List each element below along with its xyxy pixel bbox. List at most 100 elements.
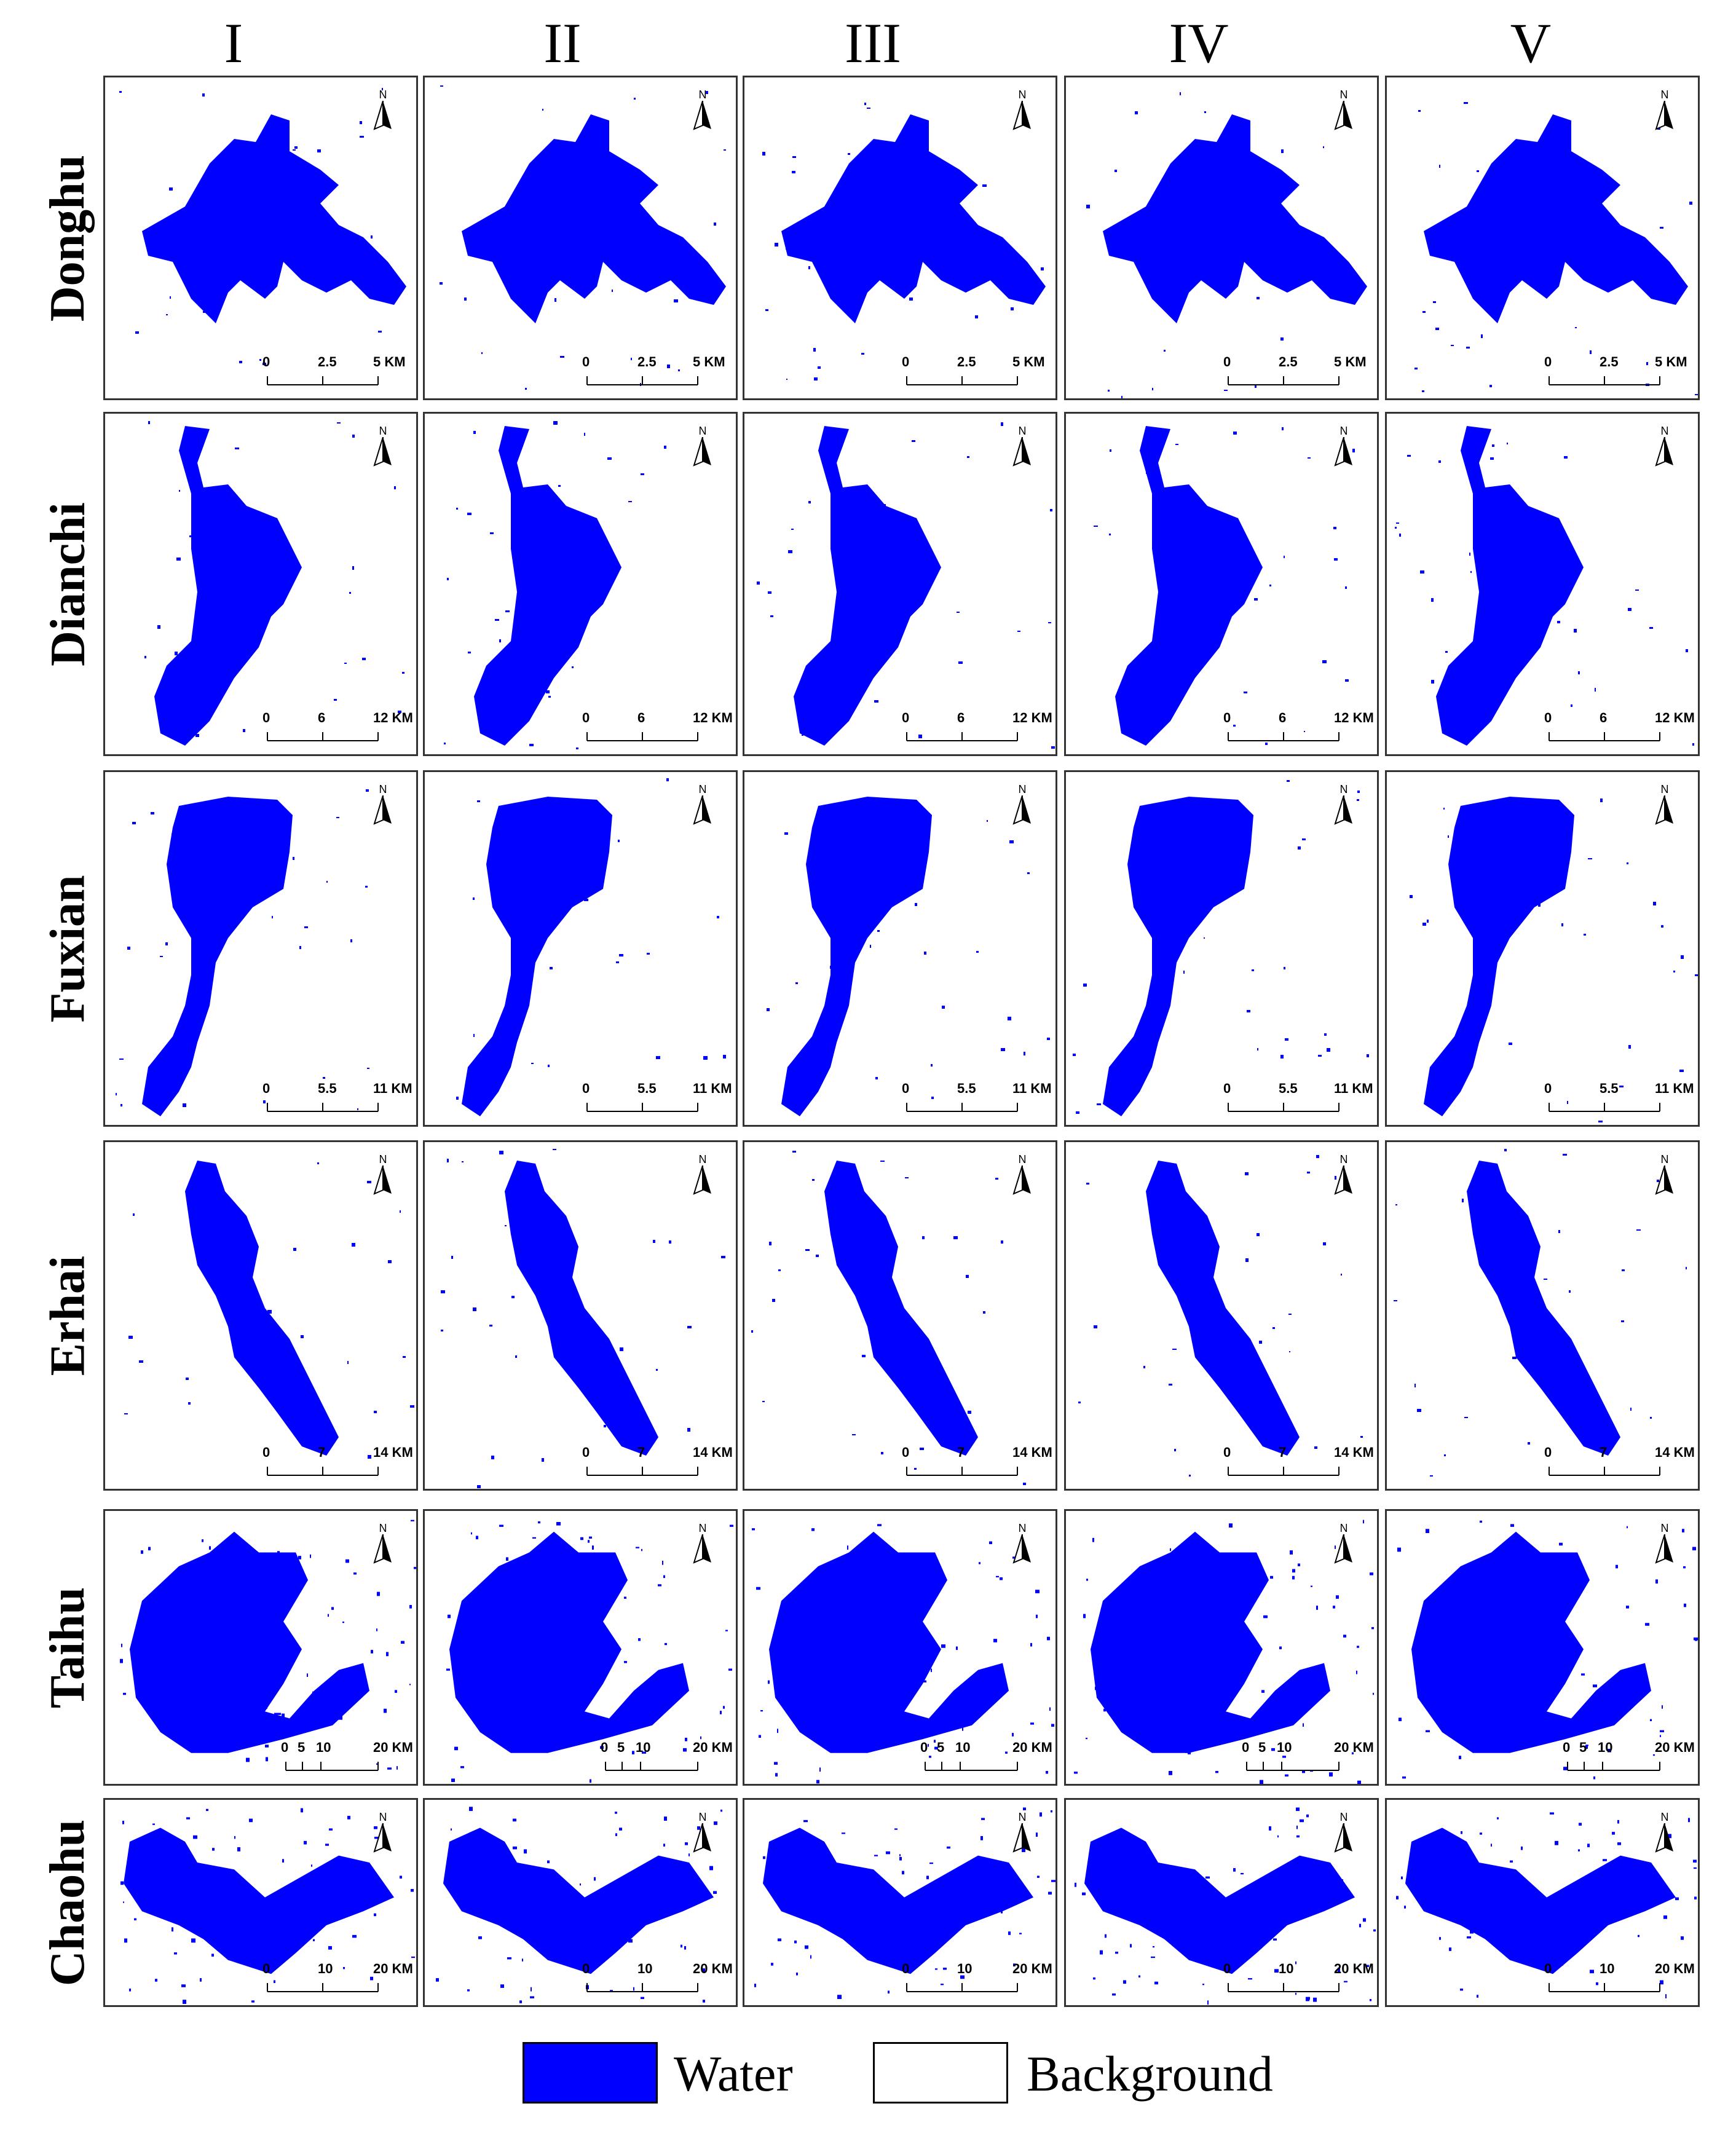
lake-water-shape xyxy=(1467,1161,1620,1456)
water-pixel xyxy=(160,956,163,957)
water-pixel xyxy=(265,1745,269,1748)
water-pixel xyxy=(403,1356,406,1358)
water-pixel xyxy=(519,2000,522,2003)
water-pixel xyxy=(1311,1585,1312,1587)
water-pixel xyxy=(1083,984,1087,987)
water-pixel xyxy=(580,1667,584,1671)
water-pixel xyxy=(560,356,564,358)
water-pixel xyxy=(1694,1896,1697,1900)
water-pixel xyxy=(495,619,499,621)
water-pixel xyxy=(556,1923,559,1925)
water-pixel xyxy=(811,1912,814,1917)
water-pixel xyxy=(1439,165,1440,168)
water-pixel xyxy=(1422,923,1426,926)
scale-bar-line xyxy=(267,376,379,385)
water-pixel xyxy=(409,1605,412,1609)
water-pixel xyxy=(124,1938,127,1943)
water-pixel xyxy=(909,298,913,301)
water-pixel xyxy=(1115,170,1117,172)
water-pixel xyxy=(467,513,471,515)
north-arrow-icon xyxy=(1334,101,1352,130)
water-pixel xyxy=(624,1661,627,1663)
water-pixel xyxy=(920,1448,924,1450)
water-pixel xyxy=(176,558,181,561)
water-pixel xyxy=(1510,1860,1513,1863)
water-pixel xyxy=(929,1756,931,1758)
north-label: N xyxy=(379,1522,387,1534)
water-pixel xyxy=(1261,1690,1265,1693)
map-panel-taihu-2: N 0 5 10 20 KM xyxy=(423,1509,738,1786)
water-pixel xyxy=(1588,858,1592,859)
water-pixel xyxy=(1257,1909,1261,1913)
water-pixel xyxy=(1431,680,1434,684)
north-arrow-icon xyxy=(1655,1534,1673,1564)
water-pixel xyxy=(1180,92,1181,95)
water-pixel xyxy=(274,1713,277,1717)
water-pixel xyxy=(1478,1912,1480,1916)
scale-label: 10 xyxy=(1279,1961,1294,1976)
water-pixel xyxy=(553,1930,557,1933)
water-pixel xyxy=(1105,1934,1107,1938)
water-body xyxy=(1396,1812,1697,1998)
water-pixel xyxy=(1469,1669,1473,1673)
water-pixel xyxy=(615,1812,617,1814)
water-pixel xyxy=(993,1639,997,1642)
map-panel-chaohu-3: N 0 10 20 KM xyxy=(743,1798,1057,2007)
scale-bar-line xyxy=(906,732,1018,741)
water-pixel xyxy=(251,2000,254,2003)
lake-water-shape xyxy=(505,1161,658,1456)
water-pixel xyxy=(195,734,199,737)
water-pixel xyxy=(1041,267,1044,270)
water-pixel xyxy=(202,93,205,97)
water-pixel xyxy=(1357,1780,1361,1784)
water-pixel xyxy=(1221,1951,1225,1955)
water-pixel xyxy=(962,1727,963,1731)
water-pixel xyxy=(203,311,207,313)
water-pixel xyxy=(1306,1997,1309,2001)
scale-label: 6 xyxy=(1279,710,1287,725)
water-pixel xyxy=(769,1242,771,1245)
water-pixel xyxy=(1027,872,1030,874)
scale-label: 0 xyxy=(1223,1081,1231,1096)
water-pixel xyxy=(183,2000,186,2004)
water-pixel xyxy=(995,1178,998,1180)
water-pixel xyxy=(1430,1475,1433,1477)
water-pixel xyxy=(165,1682,168,1684)
lake-water-shape xyxy=(794,426,941,746)
water-pixel xyxy=(293,857,294,860)
scale-label: 5 KM xyxy=(1334,354,1367,369)
lake-water-shape xyxy=(443,1828,714,1974)
water-pixel xyxy=(562,1906,565,1910)
water-pixel xyxy=(642,1751,646,1754)
water-pixel xyxy=(554,298,556,302)
water-pixel xyxy=(1467,1936,1471,1939)
water-pixel xyxy=(275,1730,277,1732)
water-pixel xyxy=(1557,621,1560,623)
water-pixel xyxy=(808,501,811,503)
water-pixel xyxy=(1587,1843,1590,1848)
water-pixel xyxy=(920,1553,923,1557)
water-body xyxy=(757,422,1055,749)
water-pixel xyxy=(1556,227,1558,229)
water-pixel xyxy=(1012,1556,1015,1559)
water-pixel xyxy=(542,1458,544,1462)
water-pixel xyxy=(795,982,798,984)
water-pixel xyxy=(1048,622,1051,623)
water-pixel xyxy=(1418,1893,1422,1896)
water-pixel xyxy=(1298,1563,1300,1566)
water-pixel xyxy=(616,961,619,963)
scale-label: 14 KM xyxy=(1655,1445,1695,1460)
scale-label: 7 xyxy=(318,1445,326,1460)
lake-water-shape xyxy=(474,426,621,746)
water-pixel xyxy=(230,532,231,534)
water-pixel xyxy=(193,1835,197,1839)
water-pixel xyxy=(166,314,168,315)
water-pixel xyxy=(1119,1067,1123,1069)
water-pixel xyxy=(871,840,874,843)
water-pixel xyxy=(476,1861,479,1864)
lake-water-shape xyxy=(142,114,406,323)
water-pixel xyxy=(943,1968,947,1970)
water-pixel xyxy=(518,1604,522,1607)
water-pixel xyxy=(1630,1700,1632,1704)
water-pixel xyxy=(360,121,362,124)
